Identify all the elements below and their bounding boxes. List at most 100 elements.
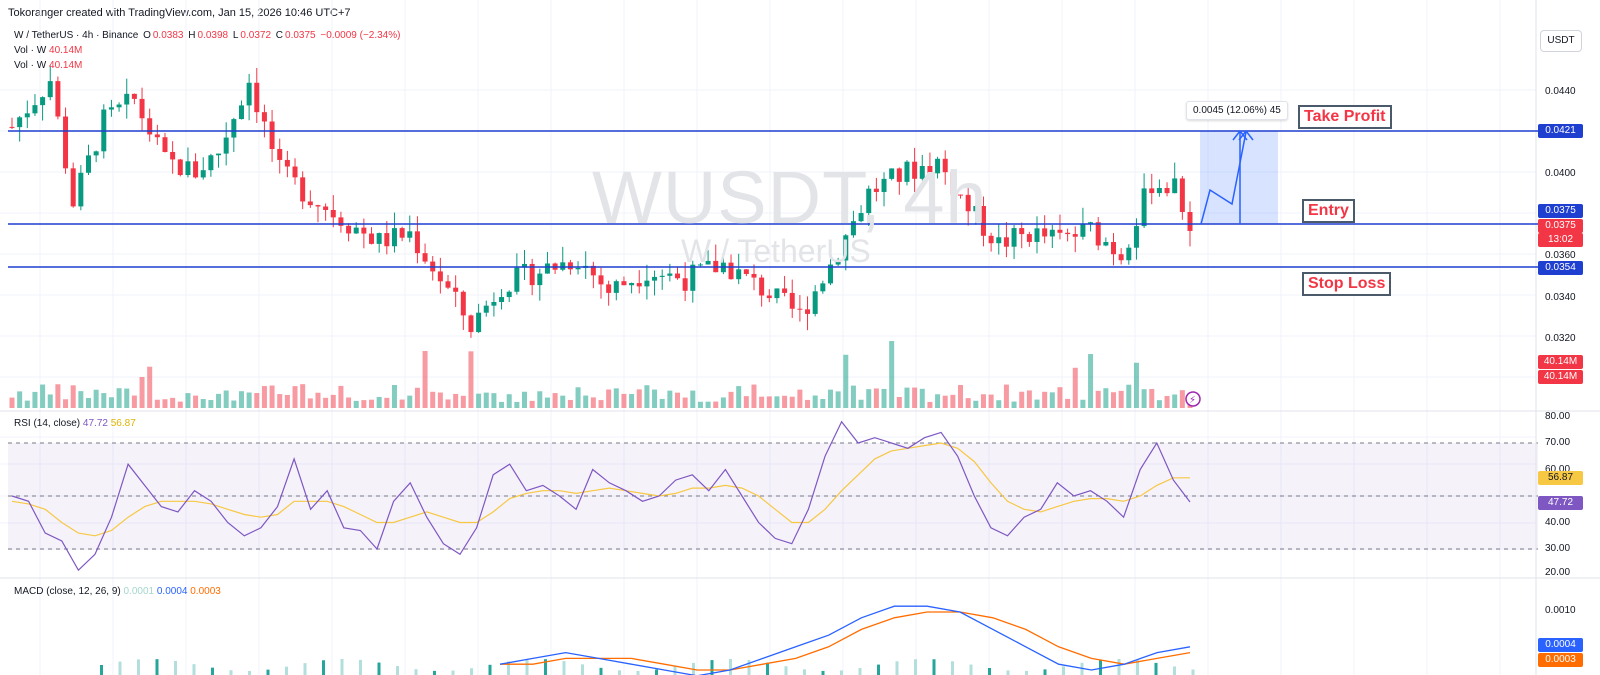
volume-bar [613, 388, 619, 408]
volume-bar [437, 392, 443, 408]
macd-legend[interactable]: MACD (close, 12, 26, 9) 0.0001 0.0004 0.… [14, 586, 221, 597]
volume-bar [491, 393, 497, 408]
close-value: 0.0375 [285, 30, 316, 41]
macd-histogram-bar [1191, 669, 1195, 675]
volume-bar [705, 401, 711, 408]
volume-bar [774, 396, 780, 408]
symbol-title[interactable]: W / TetherUS · 4h · Binance [14, 30, 139, 41]
symbol-legend: W / TetherUS · 4h · Binance O 0.0383 H 0.0… [14, 30, 402, 41]
volume-bar [575, 387, 581, 408]
volume-badge-2: 40.14M [1538, 370, 1583, 384]
volume-bar [277, 394, 283, 408]
volume-bar [1088, 354, 1094, 408]
candle-body [177, 159, 183, 176]
candle-body [315, 205, 321, 207]
stop-loss-label[interactable]: Stop Loss [1302, 272, 1392, 296]
macd-histogram-bar [914, 659, 917, 675]
volume-bar [1065, 398, 1071, 408]
candle-body [544, 263, 550, 274]
price-tick: 0.0400 [1545, 168, 1576, 179]
macd-histogram-bar [322, 660, 325, 675]
candle-body [896, 168, 902, 182]
candle-body [292, 166, 298, 178]
volume-bar [652, 389, 658, 408]
candle-body [330, 209, 336, 218]
macd-histogram-bar [1043, 669, 1047, 675]
volume-bar [185, 393, 191, 408]
candle-body [200, 170, 206, 178]
rsi-tick: 70.00 [1545, 437, 1571, 448]
candles [9, 65, 1193, 338]
rsi-legend[interactable]: RSI (14, close) 47.72 56.87 [14, 418, 136, 429]
volume-legend-1[interactable]: Vol · W 40.14M [14, 45, 82, 56]
candle-body [942, 158, 948, 173]
volume-bar [904, 387, 910, 408]
candle-body [63, 116, 69, 169]
candle-body [629, 283, 635, 286]
macd-histogram-bar [1154, 662, 1158, 675]
candle-body [590, 265, 596, 276]
macd-histogram-bar [840, 670, 843, 675]
candle-body [1179, 178, 1185, 212]
rsi-tick: 40.00 [1545, 517, 1571, 528]
macd-histogram-bar [1006, 670, 1010, 675]
volume-bar [552, 393, 558, 408]
candle-body [827, 264, 833, 284]
open-label: O [143, 30, 151, 41]
volume-bar [598, 400, 604, 408]
macd-histogram-bar [895, 661, 899, 675]
candle-body [537, 273, 543, 286]
volume-bar [1042, 391, 1048, 408]
volume-bar [1126, 384, 1132, 408]
candle-body [445, 281, 451, 288]
volume-bar [636, 389, 642, 408]
volume-bar [919, 388, 925, 408]
volume-bar [238, 391, 244, 408]
volume-bar [1118, 390, 1124, 408]
candle-body [858, 213, 864, 222]
volume-bar [1111, 392, 1117, 408]
close-label: C [275, 30, 284, 41]
currency-button[interactable]: USDT [1540, 30, 1582, 52]
candle-body [300, 177, 306, 202]
volume-bar [606, 389, 612, 408]
entry-label[interactable]: Entry [1302, 199, 1355, 223]
entry-price-badge: 0.0375 [1538, 204, 1583, 218]
price-tick: 0.0360 [1545, 250, 1576, 261]
macd-histogram-bar [377, 662, 381, 675]
volume-bar [567, 399, 573, 408]
volume-bar [40, 384, 46, 408]
volume-bar [927, 401, 933, 408]
volume-legend-2[interactable]: Vol · W 40.14M [14, 60, 82, 71]
candle-body [843, 235, 849, 261]
candle-body [598, 275, 604, 285]
candle-body [636, 283, 642, 287]
candle-body [927, 165, 933, 174]
volume-bar [751, 384, 757, 408]
macd-title: MACD (close, 12, 26, 9) [14, 586, 121, 597]
candle-body [147, 118, 153, 135]
take-profit-label[interactable]: Take Profit [1298, 105, 1392, 129]
grid-lines [0, 0, 1536, 675]
candle-body [193, 161, 199, 178]
volume-bar [93, 389, 99, 408]
macd-histogram-bar [1117, 659, 1121, 675]
candle-body [1187, 211, 1193, 231]
volume-bar [973, 400, 979, 408]
volume-bar [261, 386, 267, 408]
macd-histogram-bar [396, 666, 399, 675]
candle-body [812, 291, 818, 314]
volume-bar [988, 394, 994, 408]
volume-bar [269, 385, 275, 408]
candle-body [736, 269, 742, 280]
candle-body [1141, 188, 1147, 227]
macd-hist-value: 0.0001 [123, 586, 155, 597]
macd-signal-value: 0.0003 [190, 586, 221, 597]
volume-bar [399, 399, 405, 408]
candle-body [40, 97, 46, 106]
candle-body [919, 165, 925, 179]
candle-body [338, 217, 344, 226]
volume-bar [300, 384, 306, 408]
candle-body [667, 273, 673, 276]
